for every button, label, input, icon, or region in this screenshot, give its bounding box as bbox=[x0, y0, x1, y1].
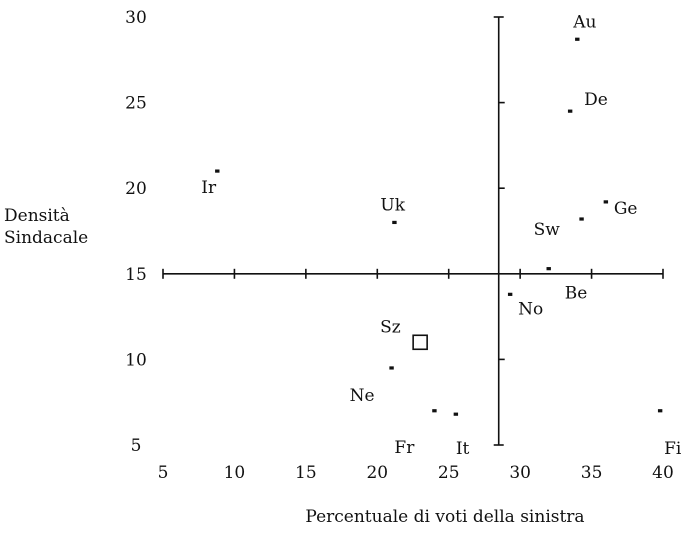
x-axis-label: Percentuale di voti della sinistra bbox=[305, 507, 584, 527]
point-label-uk: Uk bbox=[380, 195, 405, 215]
x-tick-label: 10 bbox=[224, 463, 246, 483]
x-tick-label: 40 bbox=[652, 463, 674, 483]
point-marker bbox=[575, 37, 580, 41]
x-tick-label: 25 bbox=[438, 463, 460, 483]
x-tick-label: 35 bbox=[581, 463, 603, 483]
point-marker bbox=[432, 409, 437, 413]
y-tick-label: 5 bbox=[131, 436, 142, 456]
y-tick-label: 15 bbox=[125, 265, 147, 285]
point-marker bbox=[453, 412, 459, 416]
point-marker bbox=[657, 409, 663, 413]
point-label-no: No bbox=[518, 299, 543, 319]
point-marker bbox=[215, 169, 220, 173]
y-axis-label: Densità Sindacale bbox=[4, 205, 124, 249]
x-tick-label: 20 bbox=[366, 463, 388, 483]
y-tick-label: 30 bbox=[125, 8, 147, 28]
point-marker bbox=[507, 292, 513, 296]
point-label-sz: Sz bbox=[380, 317, 401, 337]
point-label-fi: Fi bbox=[664, 439, 682, 459]
point-marker bbox=[546, 267, 551, 271]
point-label-sw: Sw bbox=[534, 220, 561, 240]
point-label-it: It bbox=[456, 439, 470, 459]
point-label-ne: Ne bbox=[350, 386, 375, 406]
point-label-ge: Ge bbox=[614, 199, 638, 219]
y-axis-label-line-1: Densità bbox=[4, 206, 70, 226]
y-tick-label: 10 bbox=[125, 350, 147, 370]
point-label-au: Au bbox=[572, 12, 596, 32]
point-label-be: Be bbox=[565, 284, 588, 304]
x-tick-label: 15 bbox=[295, 463, 317, 483]
point-label-ir: Ir bbox=[201, 178, 217, 198]
y-tick-label: 20 bbox=[125, 179, 147, 199]
x-tick-label: 30 bbox=[509, 463, 531, 483]
y-tick-label: 25 bbox=[125, 94, 147, 114]
point-marker bbox=[579, 217, 584, 221]
point-marker bbox=[392, 220, 397, 225]
point-marker-square bbox=[412, 334, 428, 351]
point-label-de: De bbox=[584, 90, 608, 110]
x-tick-label: 5 bbox=[158, 463, 169, 483]
y-axis-label-line-2: Sindacale bbox=[4, 228, 89, 248]
point-label-fr: Fr bbox=[394, 438, 415, 458]
point-marker bbox=[567, 109, 573, 113]
point-marker bbox=[603, 200, 609, 204]
point-marker bbox=[389, 366, 394, 370]
